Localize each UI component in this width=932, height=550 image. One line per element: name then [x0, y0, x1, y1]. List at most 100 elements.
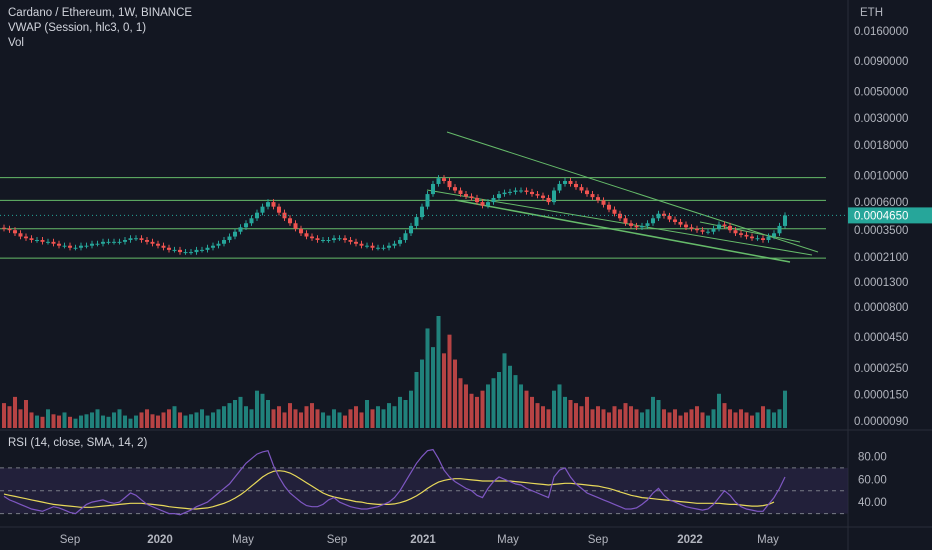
candle: [139, 238, 144, 241]
trendline: [446, 131, 819, 253]
volume-bar: [7, 406, 12, 428]
candle: [90, 243, 94, 246]
volume-bar: [508, 365, 512, 428]
candle: [205, 247, 210, 250]
volume-bar: [123, 415, 127, 428]
candle: [497, 194, 501, 198]
volume-bar: [469, 393, 474, 428]
volume-bar: [761, 406, 765, 428]
time-tick-label: May: [497, 534, 519, 546]
vwap-indicator-label[interactable]: VWAP (Session, hlc3, 0, 1): [8, 22, 147, 34]
candle: [266, 202, 270, 207]
candle: [95, 243, 100, 245]
volume-bar: [332, 409, 336, 428]
volume-bar: [35, 415, 39, 428]
last-price-badge: [848, 207, 932, 224]
candle: [381, 247, 386, 249]
volume-indicator-label[interactable]: Vol: [8, 37, 24, 49]
candle: [73, 247, 78, 249]
candle: [783, 215, 787, 226]
time-tick-label: 2020: [147, 534, 173, 546]
volume-bar: [574, 403, 578, 428]
volume-bar: [596, 406, 600, 428]
candle: [299, 228, 303, 234]
candle: [310, 236, 314, 239]
candle: [128, 238, 133, 241]
volume-bar: [189, 414, 193, 428]
volume-bar: [607, 412, 611, 428]
rsi-tick-label: 80.00: [858, 451, 887, 463]
volume-bar: [750, 415, 754, 428]
candle: [304, 233, 309, 237]
symbol-title[interactable]: Cardano / Ethereum, 1W, BINANCE: [8, 7, 193, 19]
candle: [84, 245, 89, 247]
price-tick-label: 0.0000090: [854, 416, 908, 428]
candle: [689, 227, 694, 229]
price-tick-label: 0.0000250: [854, 363, 908, 375]
volume-bar: [46, 409, 50, 428]
candle: [238, 227, 243, 232]
candle: [260, 206, 265, 213]
candle: [57, 243, 61, 246]
volume-bar: [321, 412, 325, 428]
candle: [288, 218, 292, 224]
volume-bar: [266, 400, 270, 428]
volume-bar: [733, 412, 738, 428]
candle: [409, 225, 413, 234]
volume-bar: [376, 406, 380, 428]
candle: [24, 236, 28, 239]
volume-bar: [216, 409, 221, 428]
candle: [398, 240, 402, 244]
candle: [431, 183, 435, 195]
candle: [728, 225, 732, 231]
candle: [524, 190, 529, 192]
rsi-tick-label: 40.00: [858, 497, 887, 509]
volume-bar: [178, 412, 182, 428]
candle: [508, 191, 512, 193]
candle: [596, 197, 600, 201]
volume-bar: [293, 409, 298, 428]
price-tick-label: 0.0030000: [854, 113, 908, 125]
candle: [755, 238, 760, 240]
candle: [750, 236, 754, 239]
volume-bar: [689, 409, 694, 428]
candle: [414, 217, 419, 226]
volume-bar: [90, 412, 94, 428]
price-tick-label: 0.0000150: [854, 389, 908, 401]
candle: [651, 218, 655, 224]
candle: [772, 233, 776, 237]
volume-bar: [398, 396, 402, 428]
volume-bar: [568, 400, 573, 428]
candle: [79, 245, 83, 248]
volume-bar: [453, 359, 457, 428]
volume-bar: [420, 359, 424, 428]
candle: [453, 187, 457, 191]
candle: [332, 238, 336, 241]
candle: [491, 197, 496, 203]
price-tick-label: 0.0000450: [854, 332, 908, 344]
volume-bar: [392, 406, 397, 428]
volume-bar: [84, 414, 89, 428]
volume-bar: [673, 409, 677, 428]
rsi-indicator-label[interactable]: RSI (14, close, SMA, 14, 2): [8, 437, 148, 449]
trendline: [454, 199, 791, 263]
volume-bar: [68, 416, 72, 428]
candle: [447, 180, 452, 188]
volume-bar: [13, 396, 17, 428]
volume-bar: [205, 415, 210, 428]
candle: [535, 194, 540, 196]
volume-bar: [739, 409, 743, 428]
candle: [189, 252, 193, 254]
candle: [469, 196, 474, 198]
candle: [194, 249, 199, 253]
candle: [326, 240, 331, 242]
volume-bar: [431, 347, 435, 428]
candle: [629, 223, 633, 226]
volume-bar: [530, 396, 534, 428]
candle: [29, 238, 34, 241]
price-tick-label: 0.0090000: [854, 56, 908, 68]
volume-bar: [244, 406, 248, 428]
time-tick-label: 2022: [677, 534, 703, 546]
volume-bar: [717, 393, 721, 428]
